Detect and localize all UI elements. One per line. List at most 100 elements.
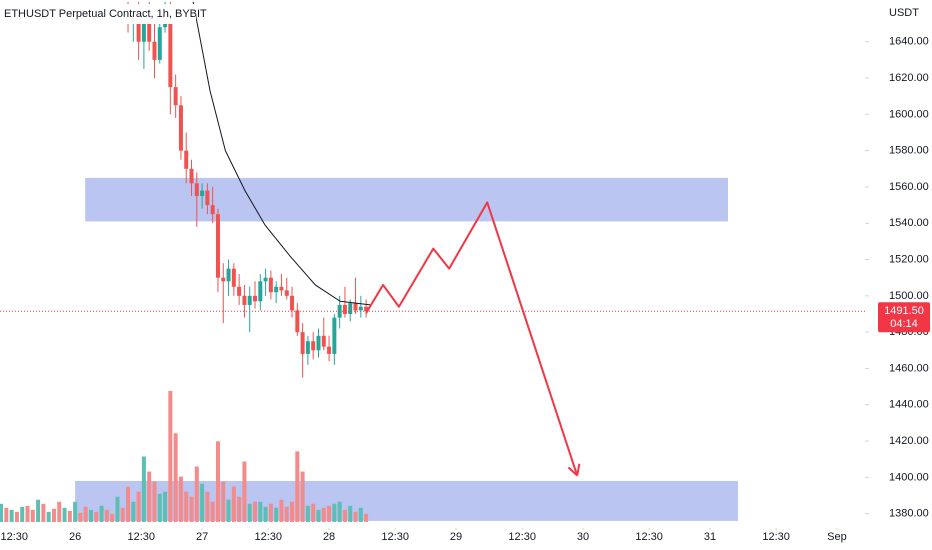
volume-bar [316,509,321,522]
candle-body [364,306,369,312]
y-tick-label: 1640.00 [889,36,929,48]
x-tick-label: 12:30 [381,531,409,543]
volume-bar [46,511,51,522]
volume-bar [51,508,56,522]
volume-bar [14,511,19,522]
volume-bar [83,506,88,522]
volume-bar [364,513,369,522]
volume-bar [173,433,178,522]
volume-bar [290,501,295,522]
x-tick-label: 12:30 [508,531,536,543]
y-tick-label: 1420.00 [889,435,929,447]
candle-body [194,183,199,197]
volume-bar [78,512,83,522]
volume-bar [348,505,353,522]
volume-bar [284,506,289,522]
candle-body [221,277,226,282]
volume-bar [104,509,109,522]
volume-bar [141,456,146,522]
volume-bar [36,499,41,522]
x-tick-label: 12:30 [127,531,155,543]
y-tick-label: 1520.00 [889,253,929,265]
candle-body [147,23,152,42]
volume-bar [358,507,363,522]
candle-body [305,341,310,354]
volume-bar [305,505,310,522]
volume-bar [268,503,273,522]
zone [85,177,728,222]
candle-body [141,23,146,42]
volume-bar [62,507,67,522]
y-unit: USDT [889,7,919,19]
volume-bar [253,501,258,522]
y-tick-label: 1540.00 [889,217,929,229]
y-tick-label: 1600.00 [889,108,929,120]
y-tick-label: 1460.00 [889,362,929,374]
volume-bar [221,481,226,522]
candle-body [200,190,205,197]
candle-body [210,205,215,215]
y-tick-label: 1580.00 [889,145,929,157]
x-tick-label: Sep [827,531,847,543]
volume-bar [20,506,25,522]
moving-average [192,1,371,306]
candle-body [311,341,316,351]
volume-bar [231,486,236,522]
volume-bar [342,509,347,522]
volume-bar [99,505,104,522]
last-price-label: 1491.50 [884,305,924,317]
last-price-box [878,302,930,333]
volume-bar [152,481,157,522]
candle-body [205,190,210,206]
x-tick-label: 12:30 [254,531,282,543]
candle-body [274,286,279,293]
volume-bar [332,503,337,522]
volume-bar [178,476,183,522]
candle-body [253,295,258,302]
x-tick-label: 31 [704,531,716,543]
volume-bar [263,506,268,522]
candle-body [173,87,178,106]
chart-title: ETHUSDT Perpetual Contract, 1h, BYBIT [4,8,207,20]
volume-bar [226,499,231,522]
candle-body [316,335,321,351]
volume-bar [30,509,35,522]
candle-body [168,14,173,88]
x-tick-label: 12:30 [762,531,790,543]
candle-body [157,27,162,60]
plot-area [0,1,739,522]
volume-bar [311,503,316,522]
candle-body [247,295,252,305]
volume-bar [194,466,199,522]
candle-body [237,286,242,296]
volume-bar [126,486,131,522]
volume-bar [4,507,9,522]
arrow-head [576,463,581,476]
volume-bar [242,461,247,522]
y-tick-label: 1560.00 [889,181,929,193]
last-price-countdown: 04:14 [890,318,918,330]
y-tick-label: 1400.00 [889,471,929,483]
y-tick-label: 1380.00 [889,508,929,520]
volume-bar [88,509,93,522]
volume-bar [184,491,189,522]
candle-body [348,303,353,315]
x-tick-label: 12:30 [635,531,663,543]
candle-body [268,277,273,293]
candle-body [284,290,289,296]
x-tick-label: 27 [196,531,208,543]
volume-bar [120,507,125,522]
volume-bar [258,501,263,522]
candle-body [184,150,189,169]
candle-body [353,303,358,311]
y-tick-label: 1440.00 [889,399,929,411]
volume-bar [215,441,220,522]
volume-bar [57,501,62,522]
volume-bar [94,511,99,522]
x-tick-label: 30 [577,531,589,543]
volume-bar [41,503,46,522]
candle-body [178,105,183,151]
projection-path [365,201,579,476]
y-tick-label: 1620.00 [889,72,929,84]
